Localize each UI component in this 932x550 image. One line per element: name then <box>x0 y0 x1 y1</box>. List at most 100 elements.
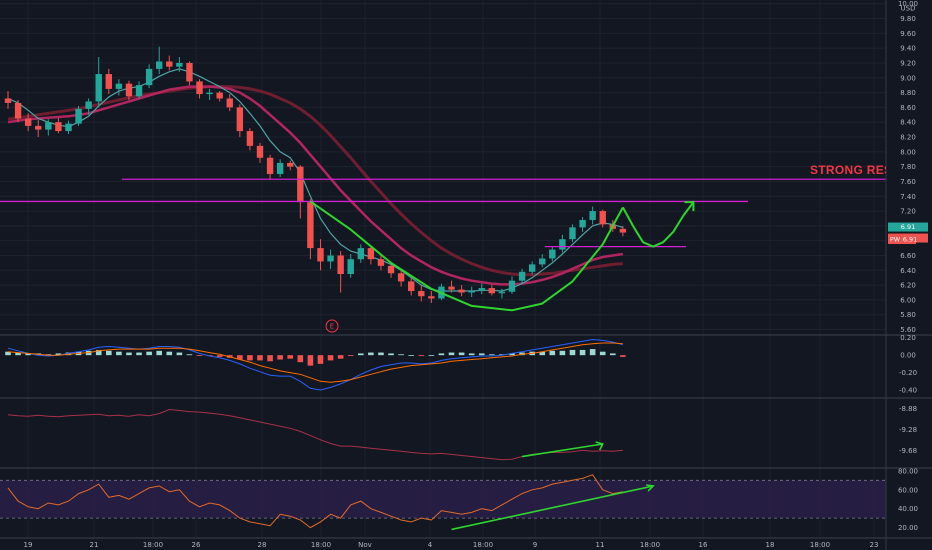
time-axis[interactable]: 19 21 18:00 26 28 18:00 Nov 4 18:00 9 11 18:00 16 18 1… <box>24 541 879 549</box>
candle-body[interactable] <box>569 227 576 240</box>
candle-body[interactable] <box>256 145 264 158</box>
macd-histogram-bar[interactable] <box>428 355 435 356</box>
macd-histogram-bar[interactable] <box>337 355 344 359</box>
candle-body[interactable] <box>206 92 213 95</box>
macd-histogram-bar[interactable] <box>610 353 616 356</box>
macd-histogram-bar[interactable] <box>106 350 112 356</box>
macd-histogram-bar[interactable] <box>539 351 546 356</box>
candle-body[interactable] <box>266 157 274 175</box>
candle-body[interactable] <box>216 92 223 99</box>
candle-body[interactable] <box>408 281 415 292</box>
candle-body[interactable] <box>196 81 203 95</box>
candle-body[interactable] <box>55 122 62 132</box>
candle-body[interactable] <box>508 280 516 292</box>
macd-histogram-bar[interactable] <box>186 354 193 356</box>
macd-line[interactable] <box>7 338 624 391</box>
candle-body[interactable] <box>418 291 425 297</box>
macd-pane[interactable] <box>5 338 626 391</box>
candle-body[interactable] <box>135 85 143 97</box>
macd-histogram-bar[interactable] <box>146 351 152 356</box>
macd-histogram-bar[interactable] <box>196 355 203 357</box>
candle-body[interactable] <box>448 286 455 290</box>
macd-histogram-bar[interactable] <box>418 355 425 357</box>
candle-body[interactable] <box>176 62 183 67</box>
candle-body[interactable] <box>14 102 22 119</box>
macd-histogram-bar[interactable] <box>388 353 394 356</box>
macd-histogram-bar[interactable] <box>247 355 253 361</box>
candle-body[interactable] <box>115 83 123 89</box>
macd-histogram-bar[interactable] <box>458 352 465 356</box>
candle-body[interactable] <box>24 118 32 126</box>
macd-histogram-bar[interactable] <box>116 351 122 356</box>
candle-body[interactable] <box>357 248 364 260</box>
macd-histogram-bar[interactable] <box>559 350 566 356</box>
macd-histogram-bar[interactable] <box>55 353 62 356</box>
macd-histogram-bar[interactable] <box>468 353 475 356</box>
macd-histogram-bar[interactable] <box>358 353 364 356</box>
macd-histogram-bar[interactable] <box>368 352 374 356</box>
macd-histogram-bar[interactable] <box>327 355 334 361</box>
macd-histogram-bar[interactable] <box>156 350 162 356</box>
macd-histogram-bar[interactable] <box>267 355 273 362</box>
candle-body[interactable] <box>377 259 385 266</box>
macd-histogram-bar[interactable] <box>569 349 576 356</box>
candle-body[interactable] <box>559 239 566 250</box>
candle-body[interactable] <box>327 255 334 262</box>
macd-histogram-bar[interactable] <box>478 353 485 356</box>
candle-body[interactable] <box>599 211 606 225</box>
candle-body[interactable] <box>468 291 475 293</box>
macd-histogram-bar[interactable] <box>620 355 626 357</box>
macd-histogram-bar[interactable] <box>95 349 102 356</box>
macd-histogram-bar[interactable] <box>25 353 31 356</box>
macd-histogram-bar[interactable] <box>589 349 596 356</box>
candle-body[interactable] <box>85 101 92 109</box>
macd-histogram-bar[interactable] <box>307 355 314 366</box>
candle-body[interactable] <box>458 289 465 293</box>
rsi-line[interactable] <box>7 474 623 529</box>
handle-curve[interactable] <box>622 201 695 248</box>
oscillator-pane[interactable] <box>7 408 623 461</box>
candle-body[interactable] <box>518 271 526 281</box>
macd-histogram-bar[interactable] <box>398 354 404 356</box>
candle-body[interactable] <box>428 296 435 299</box>
candle-body[interactable] <box>95 74 102 102</box>
candlestick-series[interactable] <box>4 46 627 303</box>
earnings-marker-icon[interactable] <box>325 319 339 333</box>
macd-histogram-bar[interactable] <box>126 352 132 356</box>
macd-histogram-bar[interactable] <box>237 355 243 360</box>
rsi-pane[interactable] <box>7 474 655 531</box>
macd-histogram-bar[interactable] <box>317 355 324 364</box>
macd-histogram-bar[interactable] <box>297 355 304 363</box>
candle-body[interactable] <box>4 98 12 103</box>
macd-histogram-bar[interactable] <box>166 351 173 356</box>
candle-body[interactable] <box>539 258 546 265</box>
candle-body[interactable] <box>488 288 496 294</box>
candle-body[interactable] <box>589 211 596 220</box>
macd-histogram-bar[interactable] <box>216 355 223 357</box>
candle-body[interactable] <box>397 273 405 282</box>
macd-histogram-bar[interactable] <box>15 352 21 356</box>
macd-histogram-bar[interactable] <box>599 351 606 356</box>
macd-histogram-bar[interactable] <box>257 355 263 361</box>
macd-histogram-bar[interactable] <box>5 351 11 356</box>
macd-histogram-bar[interactable] <box>287 355 294 359</box>
candle-body[interactable] <box>579 219 586 228</box>
macd-histogram-bar[interactable] <box>408 355 414 356</box>
macd-histogram-bar[interactable] <box>448 352 455 356</box>
candle-body[interactable] <box>549 249 556 259</box>
candle-body[interactable] <box>367 248 375 260</box>
oscillator-line[interactable] <box>7 408 623 461</box>
candle-body[interactable] <box>236 107 244 132</box>
candle-body[interactable] <box>65 123 72 132</box>
macd-histogram-bar[interactable] <box>347 355 354 357</box>
candle-body[interactable] <box>276 162 284 175</box>
candle-body[interactable] <box>287 162 294 167</box>
candle-body[interactable] <box>166 61 173 67</box>
macd-histogram-bar[interactable] <box>509 353 515 356</box>
candle-body[interactable] <box>337 255 344 275</box>
macd-histogram-bar[interactable] <box>579 349 586 356</box>
rsi-trend-line[interactable] <box>451 485 654 531</box>
macd-histogram-bar[interactable] <box>438 353 445 356</box>
candle-body[interactable] <box>156 61 163 69</box>
candle-body[interactable] <box>498 291 506 294</box>
